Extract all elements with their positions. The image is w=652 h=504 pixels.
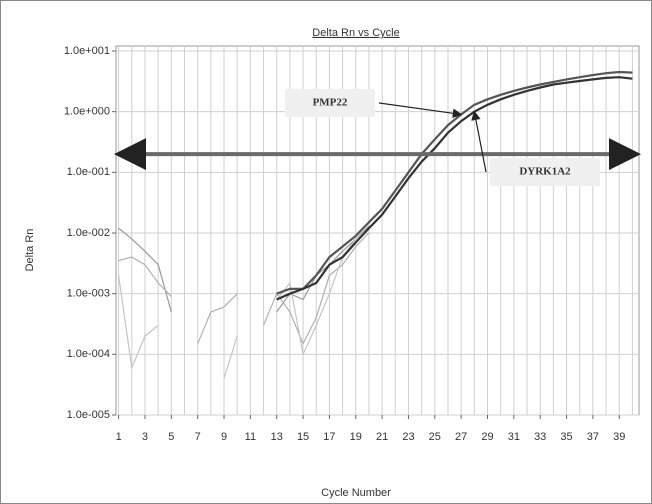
y-tick-label: 1.0e-004 — [67, 348, 110, 360]
annotation: PMP22 — [313, 97, 348, 109]
annotation-arrow — [471, 110, 487, 173]
y-tick-label: 1.0e-005 — [67, 409, 110, 421]
x-tick-label: 37 — [587, 431, 599, 443]
series-line — [118, 227, 370, 379]
plot-area — [115, 45, 640, 416]
x-tick-label: 29 — [481, 431, 493, 443]
chart-title: Delta Rn vs Cycle — [312, 27, 399, 39]
x-tick-label: 21 — [376, 431, 388, 443]
series-line — [276, 76, 633, 301]
y-tick-label: 1.0e-002 — [67, 227, 110, 239]
x-tick-label: 31 — [508, 431, 520, 443]
x-tick-label: 19 — [350, 431, 362, 443]
y-axis-label: Delta Rn — [24, 229, 36, 272]
series-line — [118, 232, 370, 346]
x-tick-label: 1 — [116, 431, 122, 443]
annotation-arrow — [378, 102, 463, 119]
x-tick-label: 11 — [245, 431, 256, 443]
x-tick-label: 25 — [429, 431, 441, 443]
x-tick-label: 17 — [323, 431, 335, 443]
y-tick-label: 1.0e+000 — [64, 106, 110, 118]
x-tick-label: 13 — [271, 431, 283, 443]
series-line — [276, 70, 633, 295]
y-tick-label: 1.0e-003 — [67, 288, 110, 300]
x-tick-label: 3 — [142, 431, 148, 443]
x-tick-label: 9 — [221, 431, 227, 443]
y-tick-label: 1.0e+001 — [64, 45, 110, 57]
x-tick-label: 15 — [297, 431, 309, 443]
annotation-box — [490, 158, 600, 186]
annotation: DYRK1A2 — [519, 166, 571, 178]
x-tick-label: 35 — [560, 431, 572, 443]
x-tick-label: 23 — [402, 431, 414, 443]
x-tick-label: 39 — [613, 431, 625, 443]
x-tick-label: 27 — [455, 431, 467, 443]
x-axis-label: Cycle Number — [321, 487, 391, 499]
x-tick-label: 7 — [195, 431, 201, 443]
x-tick-label: 33 — [534, 431, 546, 443]
annotation-box — [285, 89, 375, 117]
x-tick-label: 5 — [168, 431, 174, 443]
y-tick-label: 1.0e-001 — [67, 166, 110, 178]
